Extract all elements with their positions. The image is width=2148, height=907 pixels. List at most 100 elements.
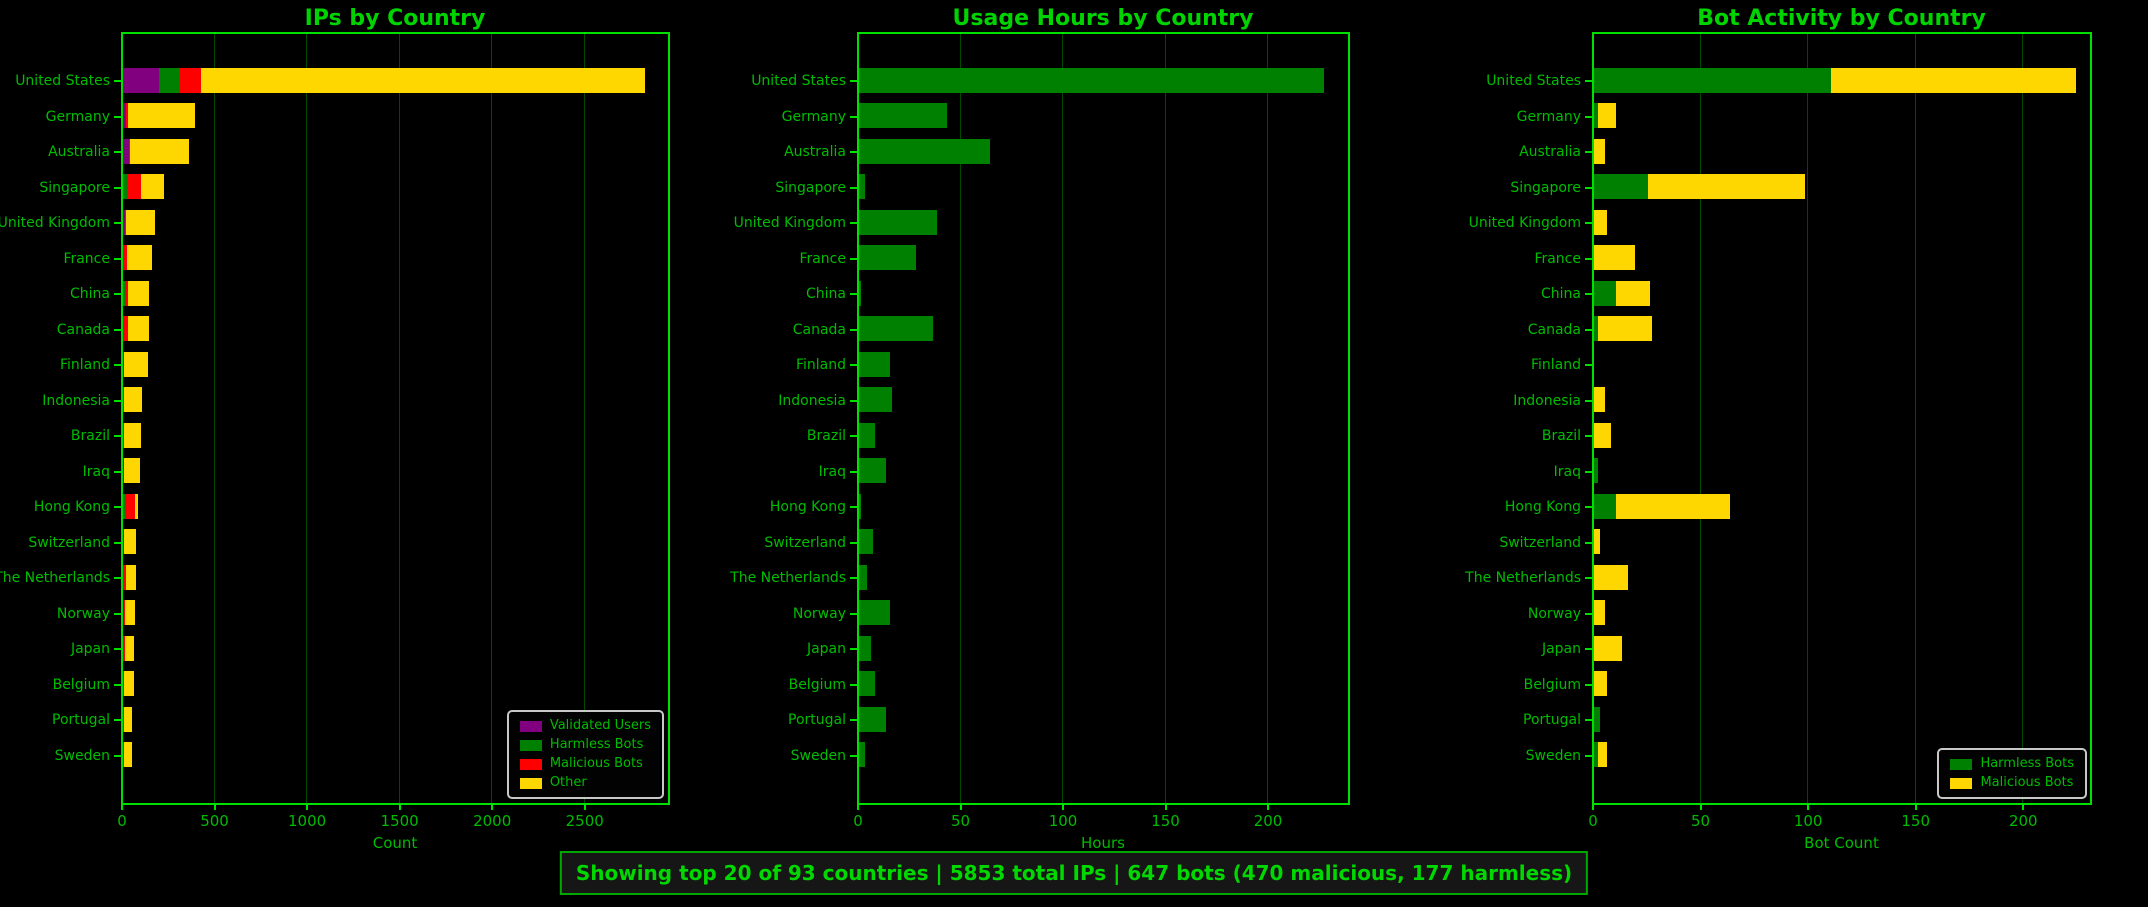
bar-segment-malicious-bots [123,564,126,590]
country-label: Iraq [82,463,110,480]
y-axis-tick [114,399,122,402]
y-axis-tick [1585,186,1593,189]
x-axis-tick [1164,803,1167,810]
legend-label: Malicious Bots [549,756,643,771]
country-label: Switzerland [28,534,110,551]
legend-label: Harmless Bots [549,737,644,752]
bar-segment-usage-hours [859,351,890,377]
grid-line [1267,34,1269,803]
legend-bot-activity: Harmless Bots Malicious Bots [1937,748,2087,799]
bar-segment-harmless-bots [1594,316,1599,341]
bar-segment-malicious-bots [1594,138,1605,164]
x-tick-label: 0 [117,812,127,830]
y-axis-tick [114,186,122,189]
bar-segment-malicious-bots [123,742,125,767]
bar-segment-usage-hours [859,245,917,270]
y-axis-tick [850,186,858,189]
country-label: Canada [792,321,846,338]
y-axis-tick [1585,648,1593,650]
y-axis-tick [850,80,858,82]
y-axis-tick [850,506,858,508]
country-label: Australia [1519,144,1581,160]
country-label: Hong Kong [33,499,110,515]
legend-label: Malicious Bots [1980,775,2074,790]
grid-line [583,34,585,803]
bar-segment-malicious-bots [1598,316,1653,341]
bar-segment-harmless-bots [159,67,180,93]
harmless-bots-swatch [519,739,542,751]
y-axis-tick [114,115,122,118]
country-label: Germany [45,108,110,125]
malicious-bots-swatch [519,758,542,770]
y-axis-tick [1585,683,1593,686]
bar-segment-validated-users [123,529,125,554]
y-axis-tick [1585,151,1593,153]
y-axis-tick [1585,506,1593,508]
bar-segment-validated-users [123,67,160,93]
y-axis-tick [114,648,122,650]
y-axis-tick [1585,328,1593,331]
y-axis-tick [850,364,858,366]
grid-line [1062,34,1064,803]
country-label: The Netherlands [730,570,846,586]
bar-segment-other [127,316,149,341]
bar-segment-harmless-bots [1594,174,1648,199]
bar-segment-malicious-bots [129,138,131,164]
x-tick-label: 200 [1253,812,1283,830]
x-tick-label: 150 [1151,812,1180,830]
country-label: China [70,286,110,302]
bar-segment-other [127,103,196,128]
country-label: Portugal [52,712,110,728]
x-axis-tick [1807,803,1810,810]
bar-segment-malicious-bots [123,245,127,270]
country-label: Japan [70,641,110,657]
country-label: Germany [781,108,846,125]
bar-segment-validated-users [123,351,125,377]
country-label: Norway [56,605,110,622]
bar-segment-malicious-bots [123,316,128,341]
plot-area-ips: Validated Users Harmless Bots Malicious … [121,32,670,805]
country-label: United Kingdom [733,215,846,231]
bar-segment-usage-hours [859,280,862,306]
y-axis-tick [114,293,122,295]
y-axis-tick [114,470,122,473]
bar-segment-malicious-bots [123,671,125,696]
x-tick-label: 200 [2008,812,2038,830]
bar-segment-harmless-bots [1594,706,1601,732]
country-label: France [1534,250,1581,267]
country-label: Switzerland [1499,534,1581,551]
country-label: Canada [1527,321,1581,338]
y-axis-tick [1585,364,1593,366]
bar-segment-harmless-bots [1594,742,1599,767]
legend-item-malicious-bots: Malicious Bots [1950,776,2074,790]
x-axis-tick [398,803,401,810]
y-axis-tick [1585,754,1593,757]
country-label: Finland [59,357,110,373]
y-axis-tick [114,222,122,224]
y-axis-tick [114,151,122,153]
country-label: Norway [792,605,846,622]
bar-segment-harmless-bots [1594,67,1831,93]
bar-segment-malicious-bots [1594,600,1605,625]
chart-title-ips: IPs by Country [304,6,486,31]
country-label: United Kingdom [1468,215,1581,231]
bar-segment-other [124,458,140,483]
x-axis-tick [1592,803,1594,810]
country-label: Norway [1527,605,1581,622]
country-label: Australia [784,144,846,160]
y-axis-tick [1585,577,1593,579]
country-label: Hong Kong [1504,499,1581,515]
country-label: Sweden [1525,747,1581,764]
grid-line [491,34,493,803]
bar-segment-malicious-bots [126,103,128,128]
y-axis-tick [850,151,858,153]
bar-segment-usage-hours [859,316,933,341]
bar-segment-malicious-bots [123,635,126,661]
country-label: China [1541,286,1581,302]
y-axis-tick [850,293,858,295]
y-axis-tick [850,541,858,544]
country-label: The Netherlands [0,570,110,586]
y-axis-tick [114,435,122,437]
country-label: Canada [56,321,110,338]
